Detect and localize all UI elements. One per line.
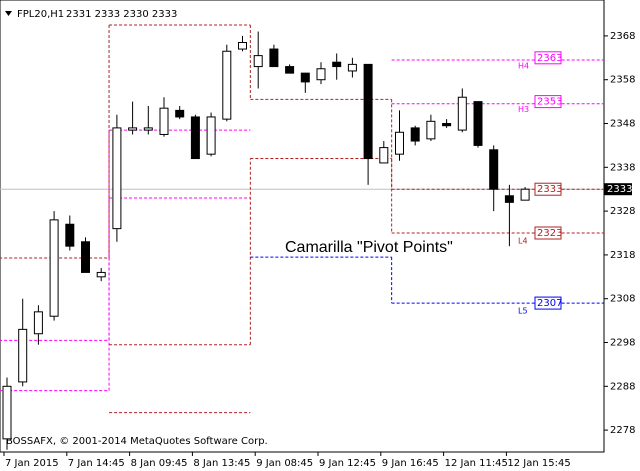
candle-body: [143, 127, 153, 131]
y-tick-label: 2318: [610, 250, 635, 261]
level-value: 2363: [537, 53, 562, 64]
level-box: [534, 95, 562, 109]
level-value: 2333: [537, 184, 562, 195]
candle-body: [300, 72, 310, 83]
annotation: Camarilla "Pivot Points": [285, 239, 453, 256]
level-tag: L5: [518, 307, 528, 316]
level-value: 2307: [537, 298, 562, 309]
candle-body: [316, 68, 326, 81]
candle-body: [347, 63, 357, 72]
candle-body: [206, 116, 216, 155]
candle-body: [410, 127, 420, 142]
y-tick-label: 2308: [610, 294, 635, 305]
candle-body: [33, 311, 43, 335]
symbol: FPL20,H1: [17, 9, 64, 20]
current-price-box: [604, 183, 632, 196]
level-tag: H4: [518, 61, 529, 70]
candle-body: [18, 328, 28, 383]
candle-body: [332, 61, 342, 68]
x-tick-label: 12 Jan 15:45: [507, 458, 570, 469]
candle-body: [457, 96, 467, 131]
candle-body: [473, 101, 483, 146]
x-tick-label: 7 Jan 2015: [5, 458, 59, 469]
candle-body: [379, 147, 389, 164]
candle-body: [426, 120, 436, 140]
plot-frame: [0, 0, 605, 453]
y-tick-label: 2278: [610, 425, 635, 436]
level-box: [534, 51, 562, 65]
candle-body: [253, 55, 263, 68]
x-tick-label: 8 Jan 09:45: [131, 458, 188, 469]
x-tick-label: 7 Jan 14:45: [68, 458, 125, 469]
y-tick-label: 2288: [610, 381, 635, 392]
level-value: 2353: [537, 97, 562, 108]
candle-body: [520, 188, 530, 201]
current-price-label: 2333: [607, 184, 632, 195]
candle-body: [238, 41, 247, 50]
menu-triangle[interactable]: [5, 11, 12, 16]
level-box: [534, 226, 562, 240]
y-tick-label: 2368: [610, 31, 635, 42]
candle-body: [363, 63, 373, 160]
candle-body: [489, 149, 499, 190]
candle-body: [504, 195, 514, 203]
candle-body: [269, 48, 279, 68]
x-tick-label: 9 Jan 12:45: [319, 458, 376, 469]
candle-body: [128, 127, 138, 131]
level-value: 2323: [537, 228, 562, 239]
candle-body: [65, 223, 75, 247]
candle-body: [442, 123, 452, 127]
y-tick-label: 2358: [610, 75, 635, 86]
level-tag: H3: [518, 105, 529, 114]
x-tick-label: 12 Jan 11:45: [445, 458, 508, 469]
candle-body: [190, 116, 200, 160]
candle-body: [2, 385, 12, 440]
ohlc-text: 2331 2333 2330 2333: [66, 9, 177, 20]
level-box: [534, 182, 562, 196]
candle-body: [159, 107, 169, 135]
y-tick-label: 2328: [610, 206, 635, 217]
level-tag: L4: [518, 237, 528, 246]
candle-body: [49, 219, 59, 317]
candle-body: [222, 50, 232, 120]
x-tick-label: 8 Jan 13:45: [193, 458, 250, 469]
candle-body: [81, 241, 90, 273]
x-tick-label: 9 Jan 08:45: [256, 458, 313, 469]
candle-body: [285, 66, 295, 74]
y-tick-label: 2348: [610, 119, 635, 130]
candle-body: [175, 109, 185, 118]
candle-body: [112, 127, 122, 230]
candle-body: [96, 271, 106, 278]
level-box: [534, 296, 562, 310]
y-tick-label: 2298: [610, 338, 635, 349]
footer: BOSSAFX, © 2001-2014 MetaQuotes Software…: [6, 436, 268, 447]
y-tick-label: 2338: [610, 162, 635, 173]
x-tick-label: 9 Jan 16:45: [382, 458, 439, 469]
candle-body: [395, 131, 404, 155]
